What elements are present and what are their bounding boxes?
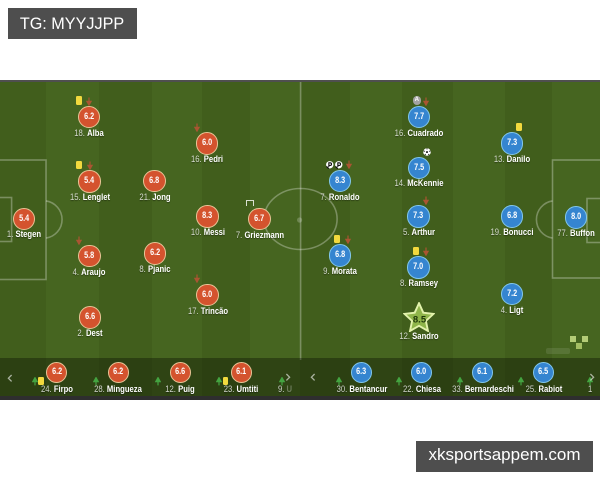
svg-text:8.5: 8.5 — [413, 315, 427, 326]
